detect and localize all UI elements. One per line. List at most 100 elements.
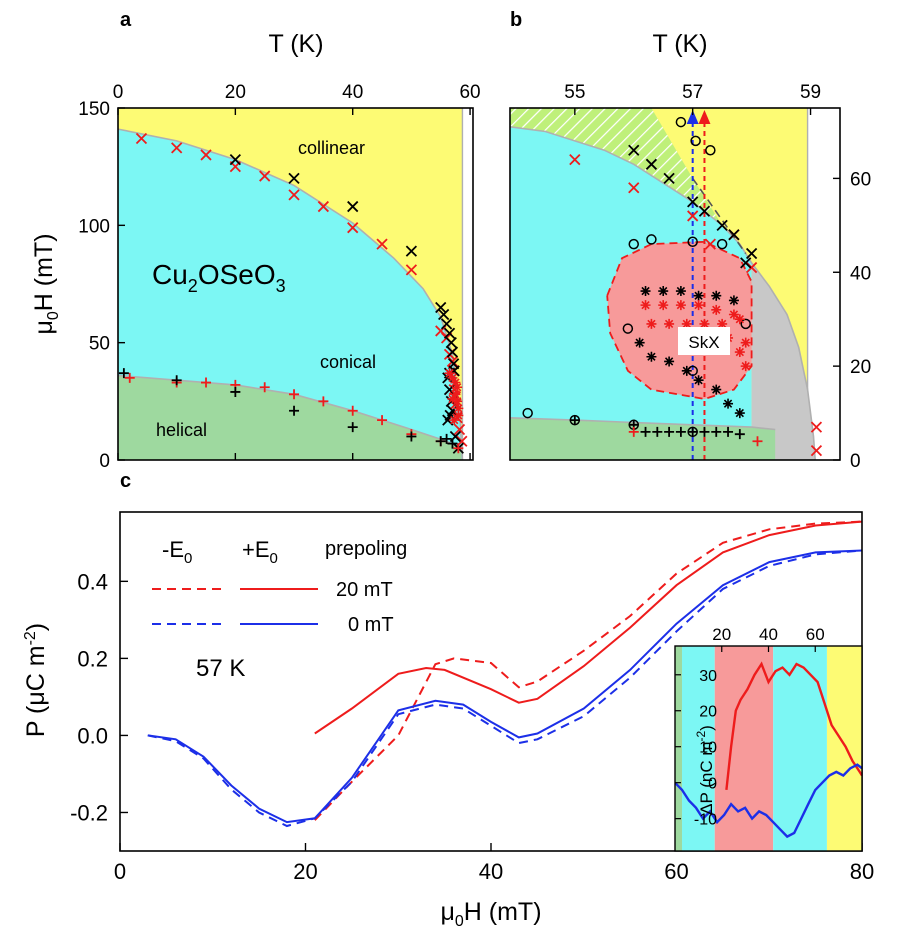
b-point-s4-11 xyxy=(734,314,745,325)
inset-xtick-label-2: 60 xyxy=(806,625,825,644)
b-point-s3-2 xyxy=(675,286,686,297)
c-xtick-label-2: 40 xyxy=(479,859,503,884)
a-point-s3-7 xyxy=(441,433,452,444)
a-ytick-label-3: 150 xyxy=(78,99,110,120)
a-point-s2-0 xyxy=(124,372,135,383)
phase-label-conical: conical xyxy=(320,352,376,372)
a-point-s4-9 xyxy=(449,415,460,426)
b-point-s2-11 xyxy=(675,116,687,128)
skx-region xyxy=(607,241,752,399)
inset-ytick-label-1: 0 xyxy=(708,776,717,793)
c-xtick-label-0: 0 xyxy=(114,859,126,884)
inset-xtick-label-1: 40 xyxy=(759,625,778,644)
c-ytick-label-2: 0.2 xyxy=(77,646,108,671)
a-point-s1-5 xyxy=(438,308,450,321)
a-point-s1-7 xyxy=(443,327,456,339)
inset-series-0 xyxy=(725,661,862,791)
b-point-s4-4 xyxy=(711,304,722,315)
inset-ytick-label-3: 20 xyxy=(699,704,717,721)
a-point-s4-0 xyxy=(444,368,455,379)
a-point-s2-8 xyxy=(377,415,388,426)
legend-col-minus-e: -E0 xyxy=(162,537,192,567)
panel-label-a: a xyxy=(120,9,132,31)
b-point-s4-15 xyxy=(740,361,751,372)
b-point-s2-13 xyxy=(705,144,716,156)
b-xtick-label-2: 59 xyxy=(800,82,821,103)
panel-a-frame xyxy=(117,107,474,461)
b-point-s4-2 xyxy=(675,300,686,311)
a-ytick-label-0: 0 xyxy=(99,451,110,472)
a-point-s4-3 xyxy=(452,382,463,393)
a-xtick-label-3: 60 xyxy=(459,82,480,103)
a-point-s0-19 xyxy=(453,423,466,436)
c-series-3 xyxy=(147,549,862,824)
b-point-s3-13 xyxy=(734,408,745,419)
b-point-s1-2 xyxy=(663,172,675,185)
conical-region xyxy=(118,129,463,460)
a-xtick-label-1: 20 xyxy=(225,82,246,103)
a-ytick-label-1: 50 xyxy=(89,334,110,355)
panel-label-c: c xyxy=(120,470,131,492)
b-point-s5-10 xyxy=(734,429,745,440)
inset-band-collinear-4 xyxy=(826,646,862,851)
a-point-s2-2 xyxy=(201,377,212,388)
a-point-s3-1 xyxy=(171,375,182,386)
a-point-s1-9 xyxy=(446,346,459,358)
b-point-s5-3 xyxy=(652,426,663,437)
b-point-s6-0 xyxy=(628,426,639,437)
panel-b: 55 57 59 0 20 40 60 T (K) SkX xyxy=(509,30,871,472)
panel-label-b: b xyxy=(510,9,522,31)
b-point-s5-6 xyxy=(687,426,698,437)
a-point-s4-5 xyxy=(447,393,458,404)
legend-row-20mt: 20 mT xyxy=(336,579,393,601)
panel-c-x-axis-label: μ0H (mT) xyxy=(440,898,541,930)
dashed-phase-line xyxy=(692,177,747,254)
b-ytick-label-1: 20 xyxy=(850,357,871,378)
panel-b-frame xyxy=(509,107,841,461)
a-point-s3-3 xyxy=(289,405,300,416)
b-point-s0-1 xyxy=(628,182,640,194)
helical-region xyxy=(118,375,462,460)
a-point-s0-2 xyxy=(200,149,212,161)
a-point-s3-0 xyxy=(118,368,129,379)
skx-label: SkX xyxy=(688,333,719,352)
a-point-s1-3 xyxy=(405,245,418,257)
a-xtick-label-2: 40 xyxy=(342,82,363,103)
a-point-s1-14 xyxy=(443,383,456,396)
b-point-s4-7 xyxy=(664,318,675,329)
b-point-s5-5 xyxy=(675,426,686,437)
phase-label-collinear: collinear xyxy=(298,138,365,158)
legend: -E0 +E0 prepoling 20 mT 0 mT xyxy=(152,537,407,636)
b-point-s4-12 xyxy=(740,337,751,348)
a-point-s3-5 xyxy=(406,431,417,442)
a-point-s1-2 xyxy=(347,200,359,213)
b-point-s3-7 xyxy=(646,351,657,362)
panel-a: 0 20 40 60 0 50 100 150 T (K) μ0H (mT) collinea… xyxy=(30,30,481,472)
a-point-s0-9 xyxy=(405,264,418,276)
lower-boundary-b xyxy=(510,417,776,431)
b-point-s3-8 xyxy=(664,356,675,367)
a-point-s3-8 xyxy=(447,438,458,449)
a-point-s2-5 xyxy=(289,389,300,400)
a-point-s4-1 xyxy=(447,372,458,383)
legend-col-plus-e: +E0 xyxy=(242,537,278,567)
b-point-s3-5 xyxy=(728,295,739,306)
b-point-s1-0 xyxy=(628,144,640,156)
a-point-s1-6 xyxy=(440,318,453,330)
helical-region-b xyxy=(510,417,776,460)
inset-band-helical-0 xyxy=(675,646,683,851)
panel-c-y-axis-label: P (μC m-2) xyxy=(22,623,50,737)
b-point-s3-4 xyxy=(711,290,722,301)
b-point-s4-6 xyxy=(646,318,657,329)
b-point-s5-9 xyxy=(723,426,734,437)
panel-a-y-axis-label: μ0H (mT) xyxy=(30,233,62,334)
b-xtick-label-0: 55 xyxy=(564,82,585,103)
a-point-s2-6 xyxy=(318,396,329,407)
b-point-s1-3 xyxy=(687,196,699,208)
b-point-s0-7 xyxy=(810,444,823,457)
a-point-s4-8 xyxy=(453,410,464,421)
b-point-s5-2 xyxy=(640,426,651,437)
b-point-s2-12 xyxy=(690,135,701,147)
b-point-s4-1 xyxy=(658,300,669,311)
